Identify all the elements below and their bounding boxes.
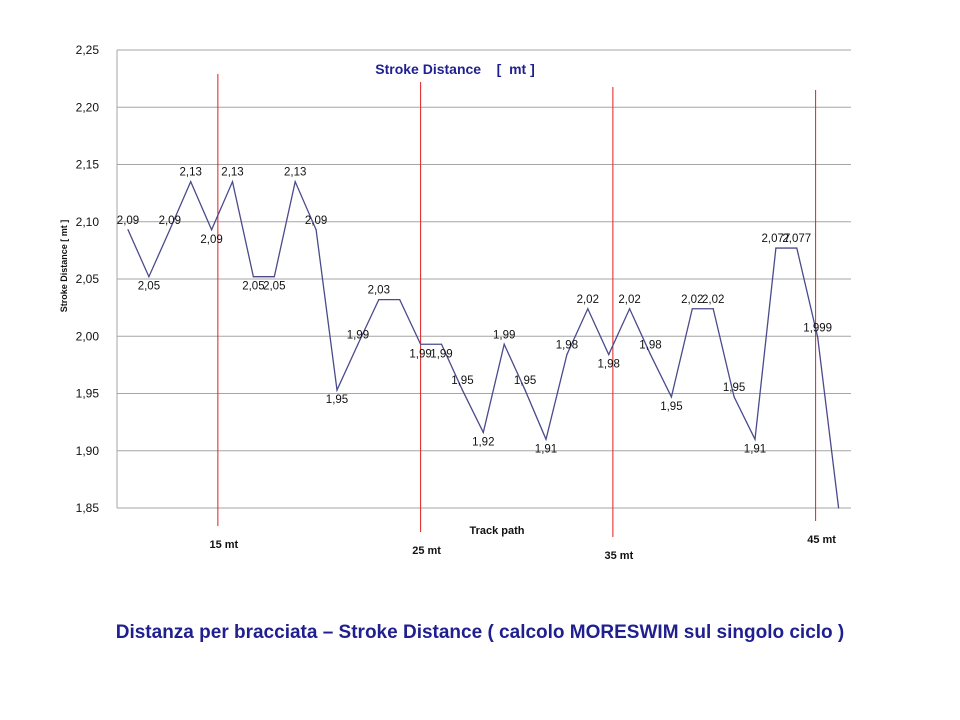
data-label: 1,98 [598,359,620,371]
data-point [190,181,192,183]
data-label: 1,91 [744,443,766,455]
data-label: 2,09 [200,234,222,246]
data-label: 2,13 [284,167,306,179]
data-point [775,247,777,249]
data-point [754,438,756,440]
data-label: 2,13 [180,167,202,179]
data-point [838,507,840,509]
series-line [127,179,840,509]
data-label: 1,99 [430,348,452,360]
data-point [399,299,401,301]
data-label: 1,95 [660,401,682,413]
data-label: 1,95 [514,375,536,387]
data-label: 1,99 [493,329,515,341]
data-point [817,336,819,338]
data-label: 2,02 [577,294,599,306]
data-point [252,276,254,278]
data-point [691,308,693,310]
data-label: 1,999 [803,322,832,334]
data-point [357,343,359,345]
data-label: 1,99 [347,329,369,341]
data-point [336,389,338,391]
data-point [461,389,463,391]
data-point [482,431,484,434]
data-point [378,299,380,301]
data-point [796,247,798,249]
data-label: 2,02 [618,294,640,306]
chart-title: Stroke Distance [ mt ] [375,61,534,77]
y-tick-label: 2,20 [76,100,100,114]
data-label: 2,02 [702,294,724,306]
data-point [587,308,589,310]
distance-markers: 15 mt 25 mt 35 mt 45 mt [209,74,836,562]
y-tick-label: 1,95 [76,387,100,401]
data-label: 2,05 [263,281,285,293]
data-label: 2,09 [305,215,327,227]
data-label: 1,98 [639,340,661,352]
data-point [211,229,213,231]
data-point [524,389,526,391]
marker-label: 25 mt [412,545,441,557]
data-point [712,308,714,310]
data-point [545,438,547,440]
data-label: 2,077 [762,233,791,245]
data-label: 1,95 [451,375,473,387]
series-polyline [127,179,840,509]
data-point [315,229,317,231]
data-label: 2,05 [138,281,160,293]
data-label: 2,13 [221,167,243,179]
marker-label: 15 mt [209,539,238,551]
data-label: 1,91 [535,443,557,455]
data-point [566,353,568,356]
data-label: 2,09 [159,215,181,227]
data-point [440,343,443,345]
y-tick-label: 2,15 [76,158,100,172]
y-tick-label: 1,90 [76,444,100,458]
data-point [148,276,150,278]
marker-label: 45 mt [807,534,836,546]
y-tick-label: 2,05 [76,272,100,286]
data-label: 2,05 [242,281,264,293]
data-point [503,343,505,345]
data-label: 1,95 [326,394,348,406]
data-point [420,343,422,345]
data-point [608,353,610,356]
y-tick-label: 2,25 [76,43,100,57]
data-label: 2,09 [117,215,139,227]
data-label: 2,03 [368,285,390,297]
x-axis-label: Track path [469,525,524,537]
y-tick-labels: 1,85 1,90 1,95 2,00 2,05 2,10 2,15 2,20 2,25 [76,43,100,515]
y-axis-label: Stroke Distance [ mt ] [59,220,69,313]
data-point [294,181,296,183]
data-label: 2,077 [782,233,811,245]
y-tick-label: 2,00 [76,329,100,343]
data-point [670,396,673,398]
y-tick-label: 1,85 [76,501,100,515]
data-point [169,229,171,231]
data-label: 1,92 [472,436,494,448]
data-point [231,181,234,183]
marker-label: 35 mt [605,550,634,562]
stroke-distance-chart: 1,85 1,90 1,95 2,00 2,05 2,10 2,15 2,20 2,25 Str… [59,43,851,562]
data-point [273,276,275,278]
chart-caption: Distanza per bracciata – Stroke Distance… [115,622,845,643]
data-point [649,353,652,356]
data-point [733,396,735,398]
data-point [127,229,129,231]
gridlines [117,49,851,509]
data-labels: 2,092,052,092,132,092,132,052,052,132,09… [117,167,832,456]
data-label: 2,02 [681,294,703,306]
data-label: 1,98 [556,340,578,352]
data-label: 1,99 [409,348,431,360]
data-label: 1,95 [723,382,745,394]
y-tick-label: 2,10 [76,215,100,229]
data-point [629,308,631,310]
